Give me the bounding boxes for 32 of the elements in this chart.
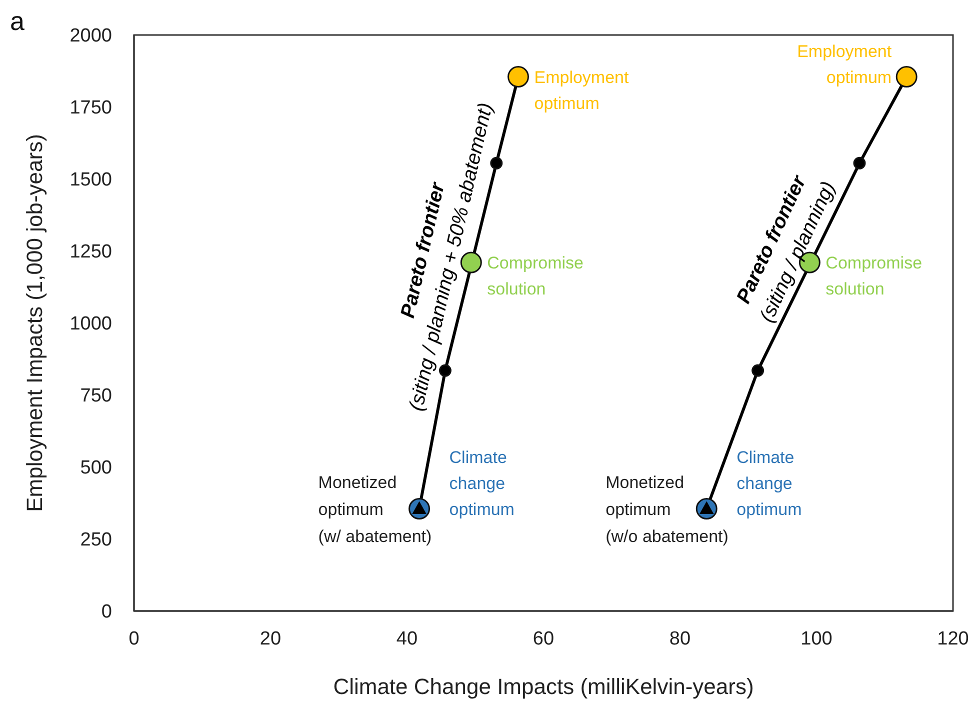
annotation: Monetized optimum (w/o abatement)	[606, 472, 728, 546]
y-tick-label: 1500	[70, 170, 112, 191]
point	[438, 364, 452, 377]
point	[507, 66, 529, 88]
x-tick-label: 0	[128, 628, 140, 650]
text: a	[10, 6, 25, 36]
x-tick-label: 120	[937, 628, 969, 650]
y-tick-label: 2000	[70, 26, 112, 47]
point	[460, 252, 482, 274]
point	[896, 66, 918, 88]
y-tick-label: 0	[101, 602, 112, 623]
x-axis-title: Climate Change Impacts (milliKelvin-years)	[333, 674, 754, 699]
point	[853, 156, 866, 170]
x-tick-label: 80	[669, 628, 691, 650]
text: Climate change optimum	[736, 448, 802, 519]
series-label: Compromise solution	[487, 254, 584, 299]
y-tick-label: 250	[80, 530, 112, 551]
series-label: Climate change optimum	[449, 448, 514, 519]
x-tick-label: 40	[396, 628, 418, 650]
y-tick-label: 1750	[70, 98, 112, 119]
x-tick-label: 20	[260, 628, 282, 650]
text: Employment optimum	[534, 68, 629, 113]
y-tick-label: 1250	[70, 242, 112, 263]
series-label: Employment optimum	[797, 42, 892, 87]
y-tick-label: 500	[80, 458, 112, 479]
y-tick-label: 1000	[70, 314, 112, 335]
annotation: Monetized optimum (w/ abatement)	[318, 472, 432, 546]
x-tick-label: 100	[800, 628, 832, 650]
point	[752, 364, 764, 377]
y-tick-label: 750	[80, 386, 112, 407]
x-tick-label: 60	[532, 628, 554, 650]
y-axis-title: Employment Impacts (1,000 job-years)	[22, 134, 47, 512]
